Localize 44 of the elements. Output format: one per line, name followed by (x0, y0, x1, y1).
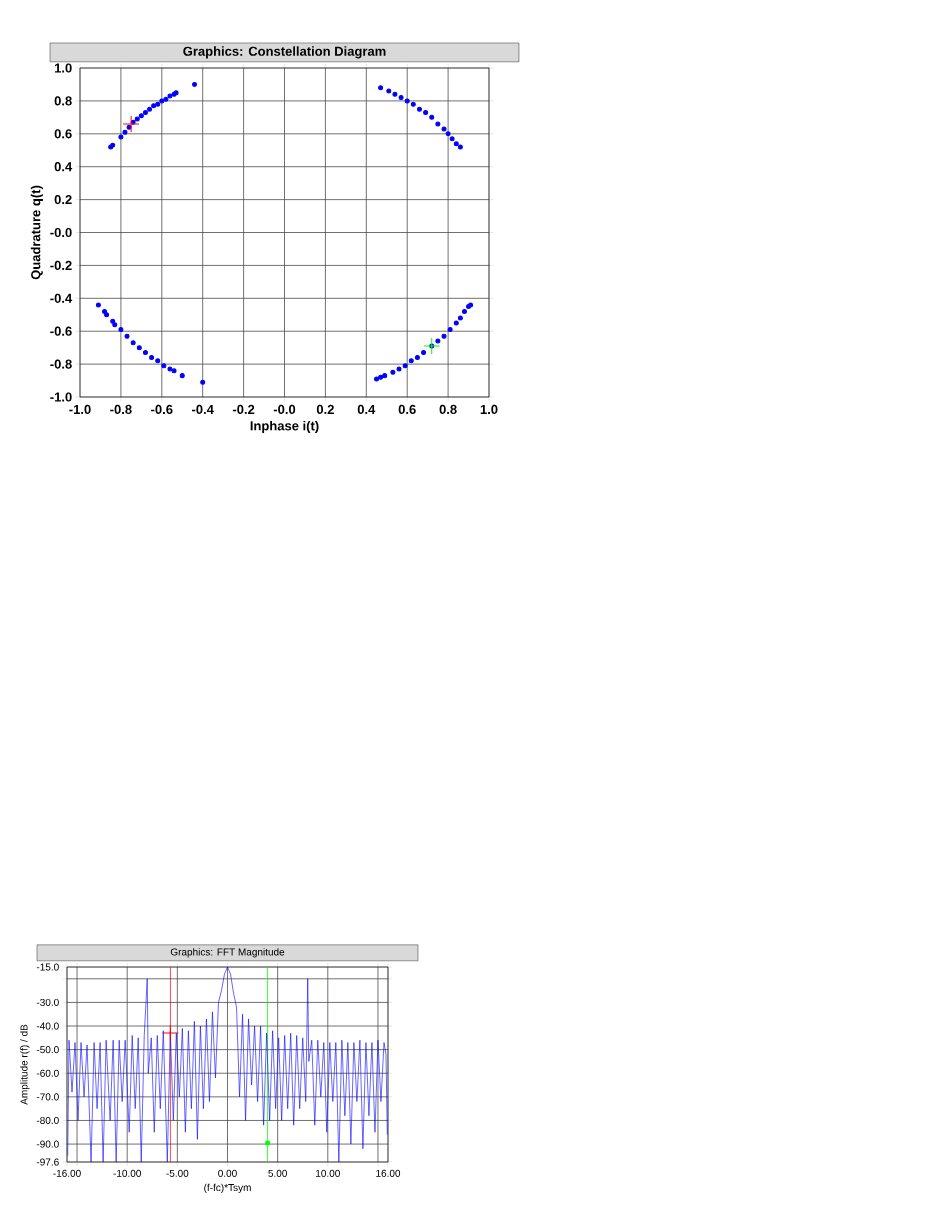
y-tick-label: -0.4 (50, 293, 73, 303)
x-tick-label: -10.00 (113, 1169, 141, 1177)
x-tick-label: -0.0 (273, 404, 296, 415)
x-axis-title: (f-fc)*Tsym (204, 1183, 251, 1194)
x-tick-label: 0.00 (218, 1169, 237, 1177)
x-tick-label: -0.6 (151, 404, 173, 415)
y-tick-label: -60.0 (36, 1069, 59, 1077)
x-tick-label: 1.0 (480, 404, 498, 415)
y-tick-label: -90.0 (36, 1140, 59, 1148)
y-tick-label: 0.4 (54, 162, 73, 172)
x-tick-label: -1.0 (69, 404, 91, 415)
x-tick-label: -16.00 (53, 1169, 81, 1177)
x-tick-label: -0.2 (232, 404, 255, 415)
y-tick-label: 0.2 (54, 195, 72, 205)
x-tick-label: -5.00 (166, 1169, 189, 1177)
y-tick-label: -40.0 (36, 1022, 59, 1030)
x-tick-label: -0.8 (110, 404, 132, 415)
y-tick-label: 0.8 (54, 96, 72, 106)
y-tick-label: -0.2 (50, 260, 72, 271)
x-tick-label: 16.00 (376, 1169, 401, 1177)
y-tick-label: -97.6 (36, 1158, 59, 1166)
y-tick-label: -0.8 (50, 359, 72, 369)
x-tick-label: 5.00 (268, 1169, 287, 1177)
y-tick-label: 1.0 (54, 63, 72, 73)
chart-title: Graphics: Constellation Diagram (183, 46, 386, 59)
x-tick-label: 0.6 (398, 404, 416, 415)
y-tick-label: 0.6 (54, 129, 72, 139)
y-tick-label: -0.6 (50, 326, 72, 336)
y-axis-title: Quadrature q(t) (30, 185, 43, 280)
y-tick-label: -80.0 (36, 1116, 59, 1124)
y-tick-label: -1.0 (50, 392, 72, 402)
x-tick-label: 0.2 (316, 404, 334, 415)
y-tick-label: -30.0 (36, 998, 59, 1006)
y-tick-label: -0.0 (50, 227, 72, 238)
y-tick-label: -70.0 (36, 1093, 59, 1101)
x-axis-title: Inphase i(t) (250, 420, 319, 433)
chart-title: Graphics: FFT Magnitude (170, 948, 285, 958)
x-tick-label: 0.8 (439, 404, 457, 415)
y-axis-title: Amplitude r(f) / dB (20, 1024, 30, 1105)
x-tick-label: -0.4 (192, 404, 214, 415)
y-tick-label: -50.0 (36, 1046, 59, 1054)
x-tick-label: 0.4 (357, 404, 376, 415)
y-tick-label: -15.0 (36, 963, 59, 971)
x-tick-label: 10.00 (316, 1169, 340, 1177)
